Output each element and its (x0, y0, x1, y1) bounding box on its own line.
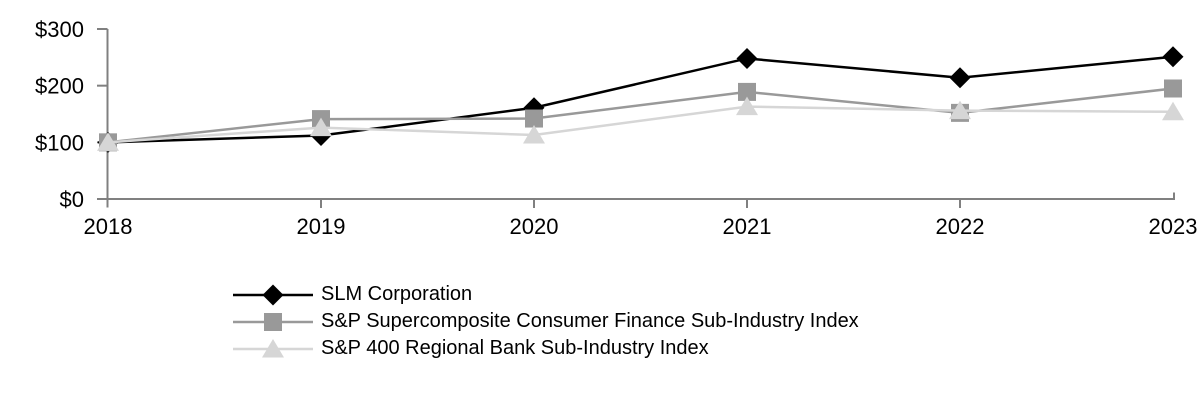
triangle-marker-icon (949, 100, 971, 120)
series-2 (97, 96, 1184, 151)
y-tick-labels: $0 $100 $200 $300 (35, 17, 84, 212)
legend-marker-triangle-icon (233, 338, 313, 357)
axes (97, 28, 1175, 208)
diamond-marker-icon (736, 47, 758, 69)
diamond-marker-icon (1162, 46, 1184, 68)
chart-legend: SLM Corporation S&P Supercomposite Consu… (233, 281, 859, 362)
square-marker-icon (738, 82, 756, 101)
square-marker-icon (525, 109, 543, 128)
x-tick-label: 2020 (510, 214, 559, 239)
square-marker-icon (264, 312, 282, 331)
x-tick-label: 2019 (297, 214, 346, 239)
x-tick-label: 2021 (723, 214, 772, 239)
diamond-marker-icon (949, 67, 971, 89)
x-tick-labels: 2018 2019 2020 2021 2022 2023 (84, 214, 1198, 239)
x-tick-label: 2018 (84, 214, 133, 239)
y-tick-label: $100 (35, 130, 84, 155)
square-marker-icon (1164, 79, 1182, 98)
x-tick-label: 2022 (936, 214, 985, 239)
series-1 (99, 79, 1182, 152)
diamond-marker-icon (262, 284, 284, 305)
y-tick-label: $0 (60, 187, 84, 212)
legend-item-regional-bank-index: S&P 400 Regional Bank Sub-Industry Index (233, 335, 859, 362)
triangle-marker-icon (523, 124, 545, 144)
triangle-marker-icon (97, 132, 119, 151)
x-tick-label: 2023 (1149, 214, 1198, 239)
legend-label-slm-corporation: SLM Corporation (321, 283, 473, 305)
legend-item-consumer-finance-index: S&P Supercomposite Consumer Finance Sub-… (233, 308, 859, 335)
legend-label-regional-bank-index: S&P 400 Regional Bank Sub-Industry Index (321, 337, 709, 359)
y-tick-label: $300 (35, 17, 84, 42)
legend-marker-diamond-icon (233, 284, 313, 305)
series-line (107, 105, 1174, 144)
series-line (107, 55, 1174, 144)
triangle-marker-icon (310, 117, 332, 137)
legend-item-slm-corporation: SLM Corporation (233, 281, 859, 308)
line-chart-plot: $0 $100 $200 $300 2018 2019 2020 2021 2022 2023 (35, 17, 1198, 239)
triangle-marker-icon (262, 338, 284, 357)
series-line (107, 87, 1174, 144)
y-tick-label: $200 (35, 74, 84, 99)
series-0 (97, 46, 1184, 153)
legend-marker-square-icon (233, 312, 313, 331)
legend-label-consumer-finance-index: S&P Supercomposite Consumer Finance Sub-… (321, 310, 859, 332)
triangle-marker-icon (736, 96, 758, 116)
triangle-marker-icon (1162, 101, 1184, 121)
